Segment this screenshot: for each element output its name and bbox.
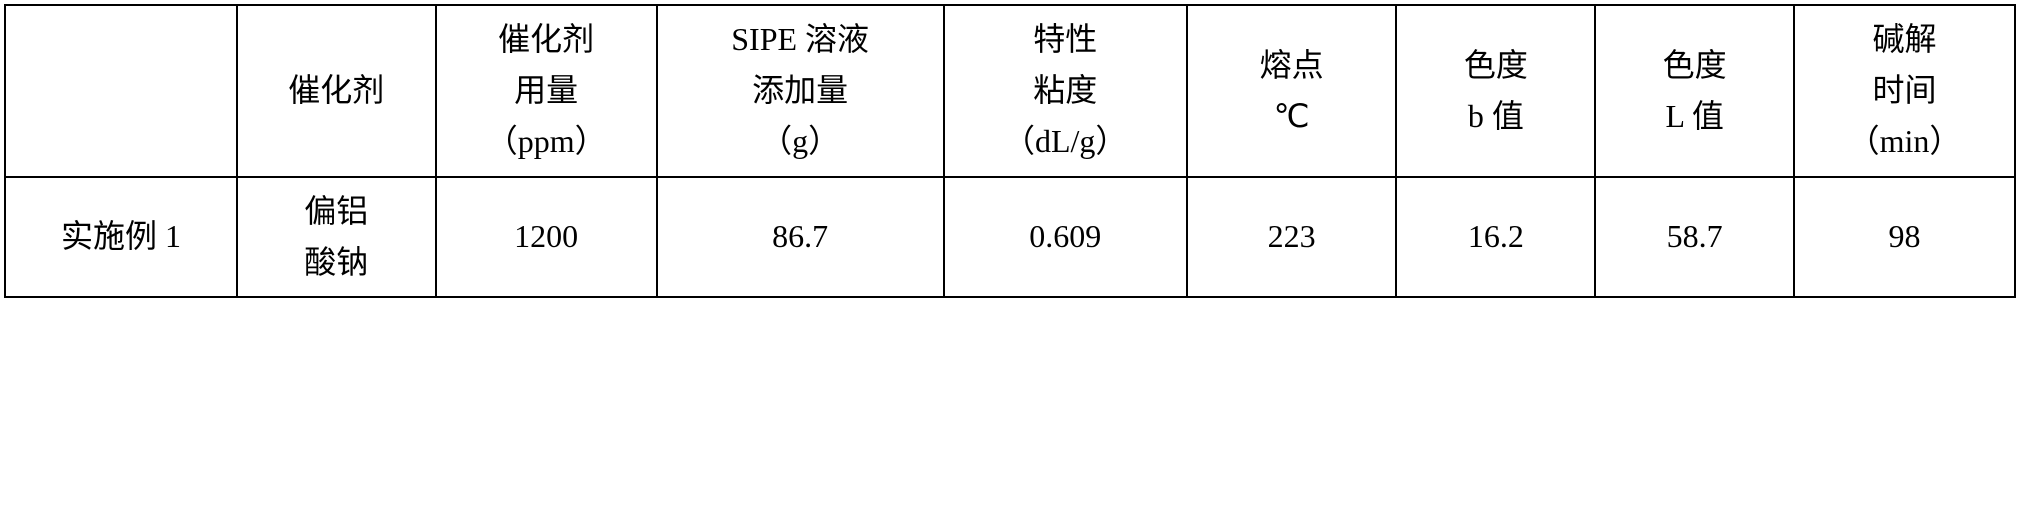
header-line: 粘度: [1033, 72, 1097, 108]
cell-alkali-time: 98: [1794, 177, 2015, 297]
cell-melting-point: 223: [1187, 177, 1397, 297]
header-cell-blank: [5, 5, 237, 177]
header-line: L 值: [1665, 98, 1723, 134]
cell-viscosity: 0.609: [944, 177, 1187, 297]
header-cell-sipe-amount: SIPE 溶液 添加量 （g）: [657, 5, 944, 177]
header-line: 熔点: [1260, 47, 1324, 83]
header-cell-viscosity: 特性 粘度 （dL/g）: [944, 5, 1187, 177]
header-line: ℃: [1274, 98, 1310, 134]
cell-sipe-amount: 86.7: [657, 177, 944, 297]
cell-color-b: 16.2: [1396, 177, 1595, 297]
header-line: 碱解: [1873, 21, 1937, 57]
header-line: b 值: [1468, 98, 1524, 134]
header-line: （g）: [760, 123, 840, 159]
header-cell-color-l: 色度 L 值: [1595, 5, 1794, 177]
header-line: 时间: [1873, 72, 1937, 108]
header-cell-catalyst-amount: 催化剂 用量 （ppm）: [436, 5, 657, 177]
cell-catalyst: 偏铝 酸钠: [237, 177, 436, 297]
header-line: （ppm）: [486, 123, 607, 159]
header-line: （min）: [1848, 123, 1962, 159]
cell-color-l: 58.7: [1595, 177, 1794, 297]
header-line: 色度: [1663, 47, 1727, 83]
cell-example-label: 实施例 1: [5, 177, 237, 297]
cell-line: 酸钠: [304, 244, 368, 280]
header-line: 特性: [1033, 21, 1097, 57]
header-line: 用量: [514, 72, 578, 108]
header-cell-color-b: 色度 b 值: [1396, 5, 1595, 177]
table-header-row: 催化剂 催化剂 用量 （ppm） SIPE 溶液 添加量 （g） 特性 粘度 （…: [5, 5, 2015, 177]
cell-catalyst-amount: 1200: [436, 177, 657, 297]
table-row: 实施例 1 偏铝 酸钠 1200 86.7 0.609 223 16.2 58.…: [5, 177, 2015, 297]
header-line: 色度: [1464, 47, 1528, 83]
header-cell-catalyst: 催化剂: [237, 5, 436, 177]
header-line: （dL/g）: [1003, 123, 1127, 159]
header-line: SIPE 溶液: [731, 21, 869, 57]
cell-line: 偏铝: [304, 193, 368, 229]
header-cell-melting-point: 熔点 ℃: [1187, 5, 1397, 177]
header-cell-alkali-time: 碱解 时间 （min）: [1794, 5, 2015, 177]
header-line: 催化剂: [498, 21, 594, 57]
data-table: 催化剂 催化剂 用量 （ppm） SIPE 溶液 添加量 （g） 特性 粘度 （…: [4, 4, 2016, 298]
header-line: 添加量: [752, 72, 848, 108]
